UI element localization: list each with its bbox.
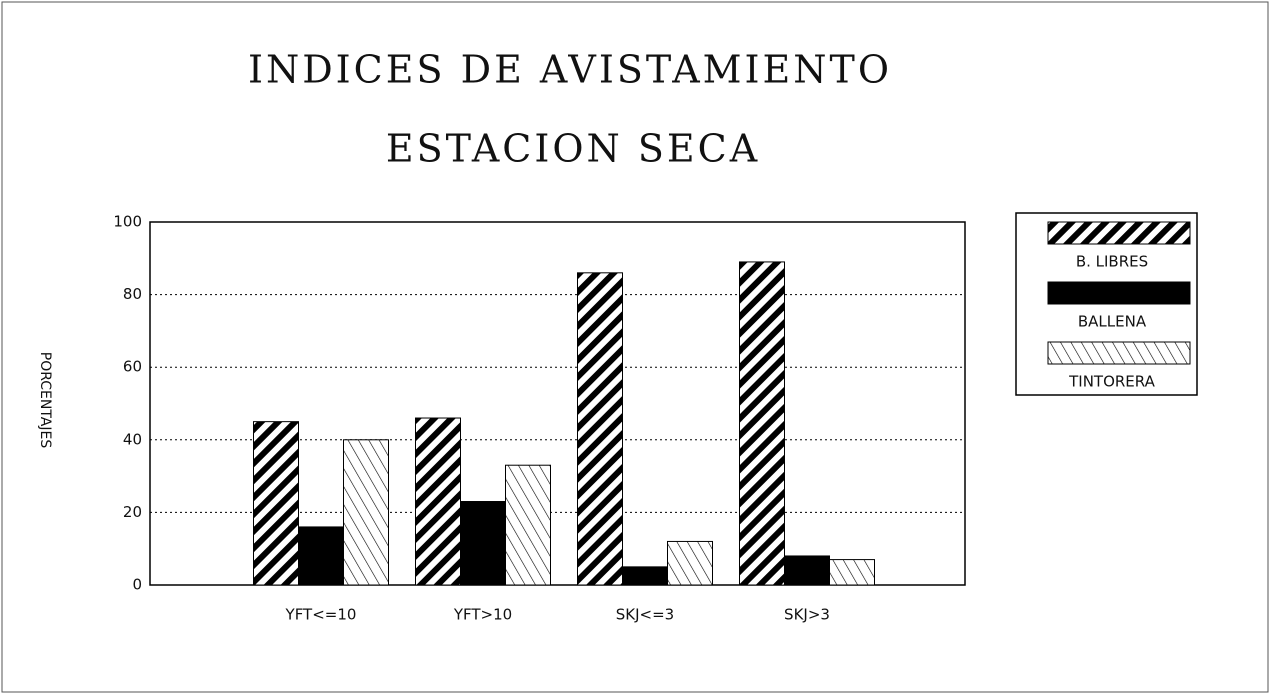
legend-label: B. LIBRES <box>1076 253 1148 271</box>
bar <box>577 272 623 586</box>
bar <box>343 439 389 586</box>
chart-title: INDICES DE AVISTAMIENTO <box>248 48 892 92</box>
bar <box>415 417 461 586</box>
legend-label: BALLENA <box>1078 313 1147 331</box>
bar <box>505 464 551 586</box>
bar <box>667 540 713 586</box>
chart-subtitle: ESTACION SECA <box>386 127 760 171</box>
legend-swatch <box>1047 341 1191 365</box>
bar <box>739 261 785 586</box>
bar <box>460 501 506 586</box>
legend-swatch <box>1047 221 1191 245</box>
y-tick-label: 20 <box>123 503 142 521</box>
bar <box>298 526 344 586</box>
y-tick-label: 60 <box>123 358 142 376</box>
y-tick-label: 0 <box>132 576 142 594</box>
bar <box>784 555 830 586</box>
bar <box>829 559 875 586</box>
legend-label: TINTORERA <box>1068 373 1155 391</box>
x-tick-label: SKJ>3 <box>784 606 830 624</box>
x-tick-label: SKJ<=3 <box>616 606 674 624</box>
bar <box>622 566 668 586</box>
y-tick-label: 100 <box>113 213 142 231</box>
x-tick-label: YFT>10 <box>453 606 512 624</box>
plot-frame <box>149 221 966 586</box>
x-tick-label: YFT<=10 <box>285 606 357 624</box>
bar <box>253 421 299 586</box>
legend-swatch <box>1047 281 1191 305</box>
legend <box>1015 212 1198 396</box>
y-tick-label: 80 <box>123 285 142 303</box>
y-tick-label: 40 <box>123 430 142 448</box>
y-axis-label: PORCENTAJES <box>37 352 53 449</box>
